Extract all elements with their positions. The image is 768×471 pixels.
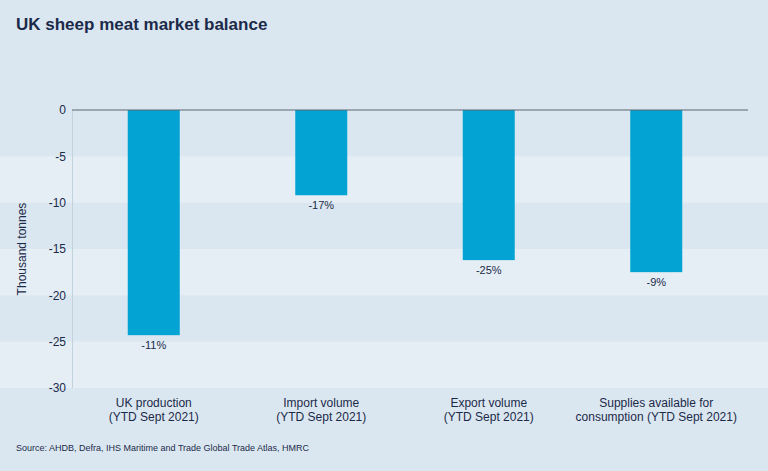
y-tick-label: -15 [49, 242, 67, 256]
y-axis: -30 -25 -20 -15 -10 -5 0 [49, 103, 73, 395]
grid-band [0, 342, 768, 388]
background [0, 0, 768, 471]
x-tick-label-line: UK production [116, 396, 192, 410]
title: UK sheep meat market balance [16, 15, 267, 34]
x-tick: Export volume(YTD Sept 2021) [444, 396, 534, 424]
y-tick: 0 [59, 103, 72, 117]
bar [630, 110, 682, 272]
y-tick-label: -5 [55, 150, 66, 164]
x-tick: Supplies available forconsumption (YTD S… [576, 396, 737, 424]
annotation: -17% [308, 199, 334, 211]
bars [128, 110, 683, 335]
x-tick: Import volume(YTD Sept 2021) [276, 396, 366, 424]
y-tick-label: -10 [49, 196, 67, 210]
x-tick: UK production(YTD Sept 2021) [109, 396, 199, 424]
x-tick-label-line: consumption (YTD Sept 2021) [576, 410, 737, 424]
y-tick-label: -20 [49, 289, 67, 303]
annotation: -25% [476, 264, 502, 276]
x-axis: UK production(YTD Sept 2021)Import volum… [109, 396, 737, 424]
x-tick-label-line: (YTD Sept 2021) [109, 410, 199, 424]
y-axis-title: Thousand tonnes [15, 203, 29, 296]
bar [295, 110, 347, 195]
y-axis-line [72, 111, 73, 389]
x-tick-label-line: Supplies available for [599, 396, 713, 410]
y-tick: -15 [49, 242, 72, 256]
x-tick-label-line: Export volume [450, 396, 527, 410]
y-tick: -20 [49, 289, 72, 303]
baseline [72, 110, 748, 111]
bar [463, 110, 515, 260]
annotation: -9% [646, 276, 666, 288]
y-tick-label: 0 [59, 103, 66, 117]
x-tick-label: UK production(YTD Sept 2021) [109, 396, 199, 424]
annotation: -11% [141, 339, 166, 351]
chart: UK sheep meat market balance Thousand ton… [0, 0, 768, 471]
source: Source: AHDB, Defra, IHS Maritime and Tr… [16, 443, 310, 453]
x-tick-label: Import volume(YTD Sept 2021) [276, 396, 366, 424]
x-tick-label: Export volume(YTD Sept 2021) [444, 396, 534, 424]
x-tick-label: Supplies available forconsumption (YTD S… [576, 396, 737, 424]
y-tick-label: -25 [49, 335, 67, 349]
y-tick: -10 [49, 196, 72, 210]
y-tick: -30 [49, 381, 72, 395]
y-tick-label: -30 [49, 381, 67, 395]
bar [128, 110, 180, 335]
y-tick: -5 [55, 150, 72, 164]
x-tick-label-line: (YTD Sept 2021) [276, 410, 366, 424]
y-tick: -25 [49, 335, 72, 349]
annotations: -11% -17% -25% -9% [141, 199, 666, 351]
x-tick-label-line: Import volume [283, 396, 359, 410]
x-tick-label-line: (YTD Sept 2021) [444, 410, 534, 424]
